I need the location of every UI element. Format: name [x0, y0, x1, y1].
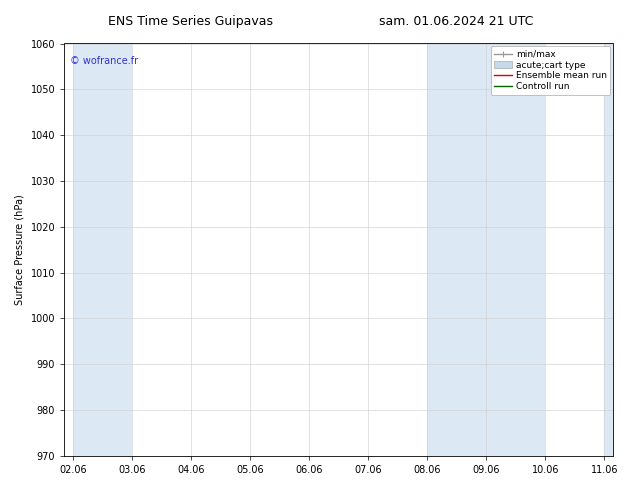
- Y-axis label: Surface Pressure (hPa): Surface Pressure (hPa): [15, 195, 25, 305]
- Bar: [73, 44, 132, 456]
- Text: © wofrance.fr: © wofrance.fr: [70, 56, 138, 66]
- Text: ENS Time Series Guipavas: ENS Time Series Guipavas: [108, 15, 273, 28]
- Bar: [604, 44, 634, 456]
- Bar: [486, 44, 545, 456]
- Bar: [427, 44, 486, 456]
- Text: sam. 01.06.2024 21 UTC: sam. 01.06.2024 21 UTC: [379, 15, 534, 28]
- Legend: min/max, acute;cart type, Ensemble mean run, Controll run: min/max, acute;cart type, Ensemble mean …: [491, 46, 611, 95]
